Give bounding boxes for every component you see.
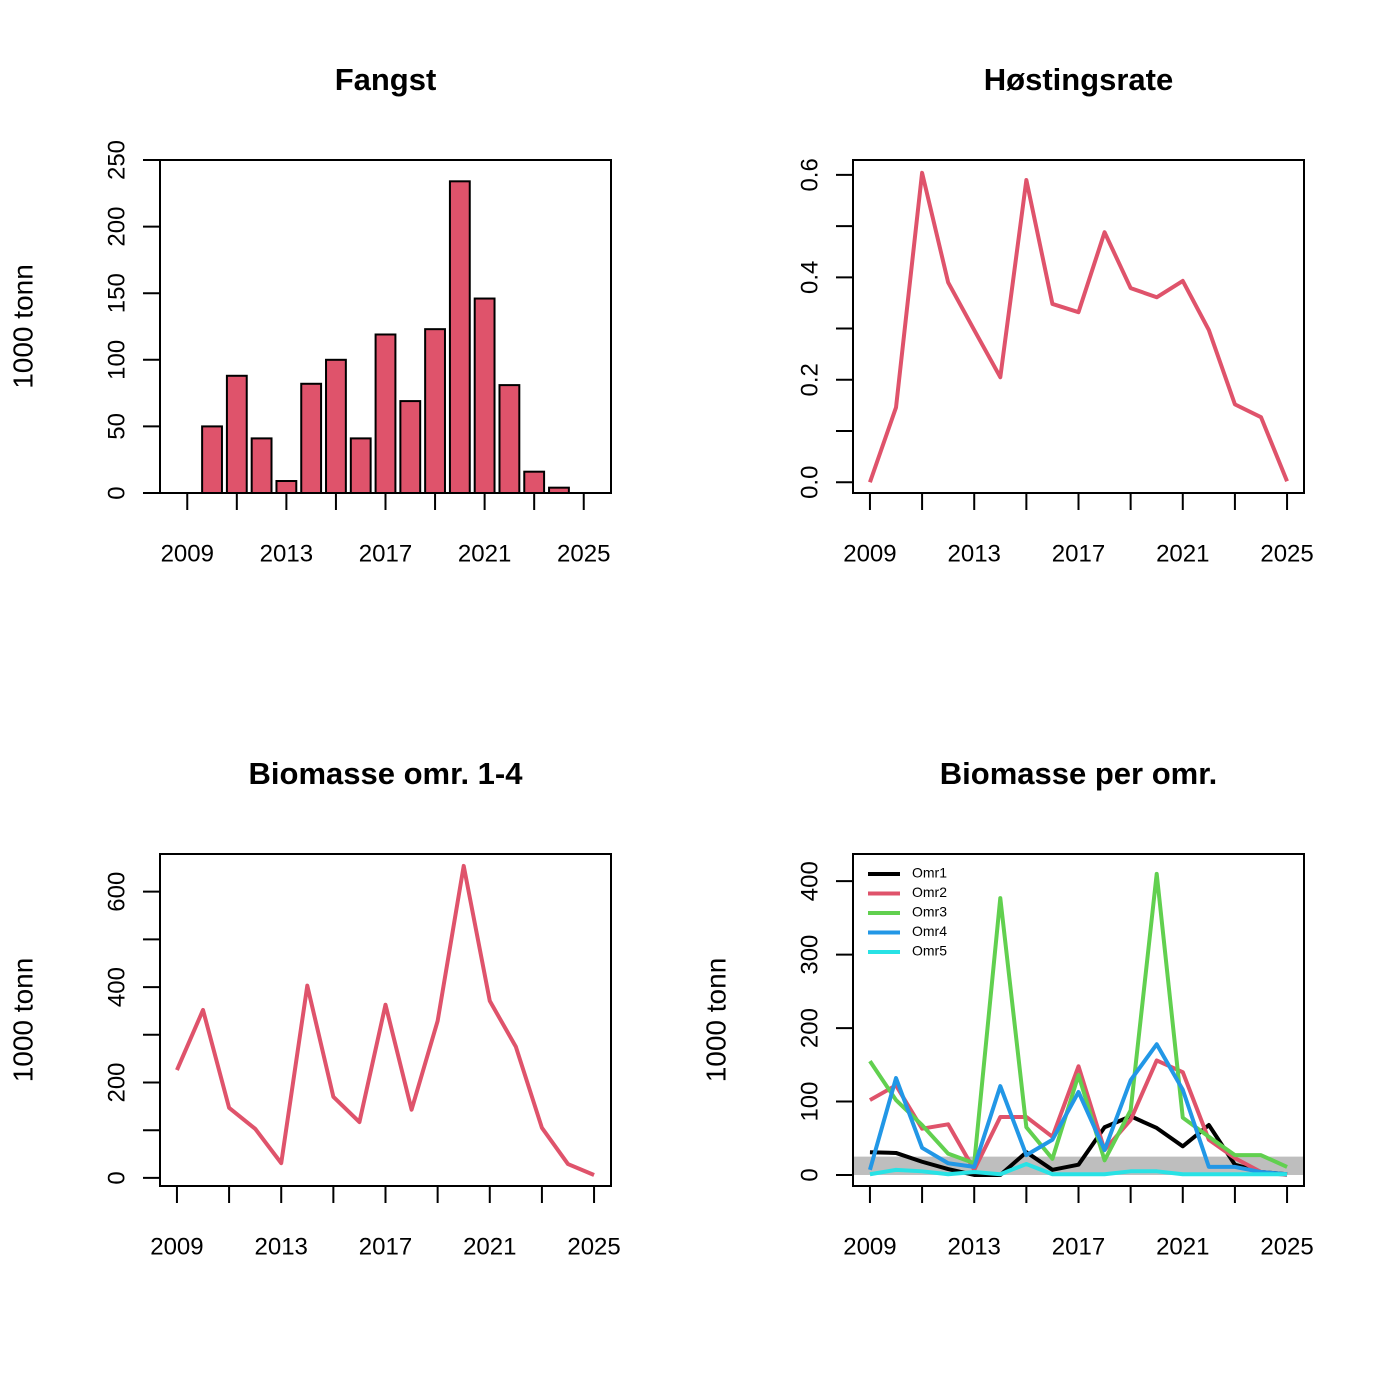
line (868, 1058, 1288, 1177)
plot-box (852, 853, 1305, 1187)
bar (473, 297, 496, 495)
y-tick-label: 600 (103, 872, 130, 912)
y-tick-label: 0.6 (796, 158, 823, 191)
plot-box (852, 159, 1305, 494)
bar (201, 425, 223, 494)
bar (349, 437, 372, 494)
panel-title: Biomasse per omr. (940, 756, 1217, 791)
x-tick-label: 2021 (1156, 1233, 1209, 1260)
y-tick-label: 150 (103, 273, 130, 313)
y-axis-label: 1000 tonn (700, 958, 731, 1083)
x-tick-label: 2013 (948, 540, 1001, 567)
line (868, 1042, 1288, 1177)
legend-label: Omr4 (912, 923, 947, 939)
line (869, 1161, 1288, 1177)
x-tick-label: 2021 (463, 1233, 516, 1260)
panel: Biomasse omr. 1-4 1000 tonn 2009 2013 2017 20… (7, 756, 620, 1260)
x-tick-label: 2013 (948, 1233, 1001, 1260)
x-tick-label: 2009 (843, 540, 896, 567)
bar (498, 384, 521, 494)
y-axis-label: 1000 tonn (7, 264, 38, 389)
y-tick-label: 0.0 (796, 466, 823, 499)
y-tick-label: 400 (103, 967, 130, 1007)
legend-label: Omr2 (912, 884, 947, 900)
x-tick-label: 2025 (567, 1233, 620, 1260)
x-tick-label: 2017 (1052, 1233, 1105, 1260)
y-tick-label: 200 (103, 1062, 130, 1102)
x-tick-label: 2021 (1156, 540, 1209, 567)
x-tick-label: 2009 (150, 1233, 203, 1260)
y-tick-label: 300 (796, 935, 823, 975)
line (869, 1114, 1288, 1177)
bar (424, 328, 446, 494)
y-tick-label: 0.2 (796, 363, 823, 396)
bar (325, 358, 347, 494)
bar (399, 400, 422, 495)
panel-title: Fangst (335, 62, 437, 97)
y-tick-label: 200 (103, 207, 130, 247)
y-axis-label: 1000 tonn (7, 958, 38, 1083)
y-tick-label: 50 (103, 413, 130, 440)
panel-title: Høstingsrate (984, 62, 1173, 97)
bar (300, 382, 323, 494)
x-tick-label: 2025 (1260, 540, 1313, 567)
bar (275, 480, 298, 494)
panel: Høstingsrate 2009 2013 2017 2021 2025 0.0 0.2 0.… (796, 62, 1313, 567)
legend-label: Omr3 (912, 904, 947, 920)
plot-box (159, 853, 612, 1187)
bar (448, 180, 471, 494)
line (868, 170, 1289, 483)
line (175, 863, 595, 1177)
panel: Biomasse per omr. 1000 tonn 2009 2013 2017 20… (700, 756, 1313, 1260)
line (868, 871, 1288, 1169)
x-tick-label: 2013 (255, 1233, 308, 1260)
y-tick-label: 200 (796, 1008, 823, 1048)
panel-title: Biomasse omr. 1-4 (249, 756, 524, 791)
y-tick-label: 0 (103, 486, 130, 499)
bar (225, 374, 248, 494)
y-tick-label: 250 (103, 140, 130, 180)
x-tick-label: 2009 (843, 1233, 896, 1260)
bar (523, 470, 546, 494)
x-tick-label: 2021 (458, 540, 511, 567)
bar (250, 437, 273, 494)
x-tick-label: 2025 (1260, 1233, 1313, 1260)
y-tick-label: 100 (796, 1082, 823, 1122)
y-tick-label: 0 (103, 1171, 130, 1184)
x-tick-label: 2017 (359, 1233, 412, 1260)
bar (374, 333, 397, 494)
legend-label: Omr1 (912, 865, 947, 881)
x-tick-label: 2013 (260, 540, 313, 567)
y-tick-label: 100 (103, 340, 130, 380)
y-tick-label: 0 (796, 1168, 823, 1181)
x-tick-label: 2017 (1052, 540, 1105, 567)
y-tick-label: 400 (796, 861, 823, 901)
y-tick-label: 0.4 (796, 261, 823, 294)
x-tick-label: 2017 (359, 540, 412, 567)
panel: Fangst 1000 tonn 2009 2013 2017 2021 2025 0 50 10… (7, 62, 612, 567)
plot-box (159, 159, 612, 494)
legend-label: Omr5 (912, 943, 947, 959)
x-tick-label: 2009 (161, 540, 214, 567)
x-tick-label: 2025 (557, 540, 610, 567)
